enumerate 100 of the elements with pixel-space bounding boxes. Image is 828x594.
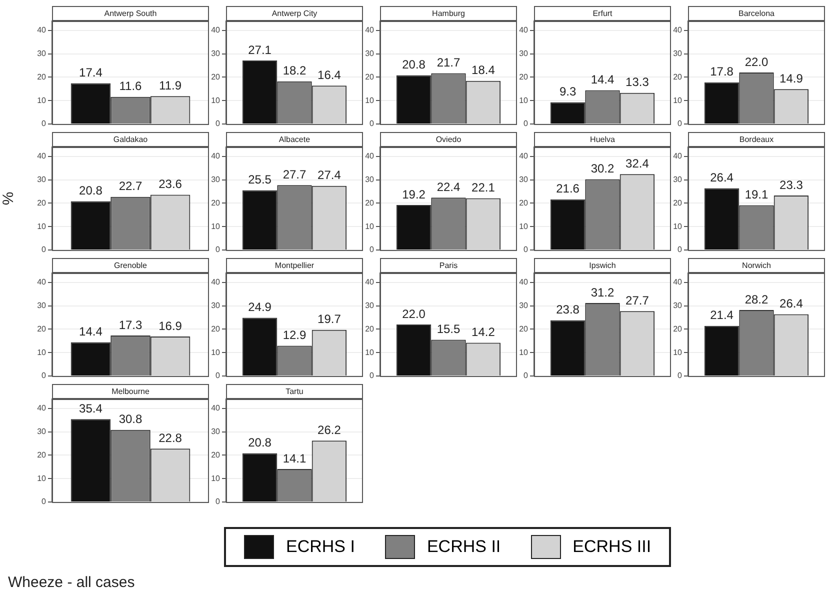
data-label: 11.6	[119, 79, 142, 94]
data-label: 11.9	[159, 78, 182, 92]
y-tick-label: 30	[673, 48, 683, 58]
y-tick-label: 10	[211, 222, 221, 231]
y-tick-label: 20	[673, 198, 683, 208]
y-tick-label: 40	[365, 26, 375, 35]
data-label: 35.4	[79, 401, 103, 416]
y-tick-label: 0	[216, 371, 221, 380]
data-label: 21.4	[710, 308, 734, 322]
y-tick-label: 40	[673, 278, 683, 287]
y-tick-label: 0	[42, 497, 47, 506]
data-label: 21.6	[556, 182, 580, 196]
chart-title: Oviedo	[380, 132, 517, 147]
data-label: 20.8	[402, 58, 426, 72]
y-tick-label: 20	[37, 324, 47, 334]
y-tick-label: 0	[678, 119, 683, 128]
y-tick-label: 10	[211, 96, 221, 105]
y-tick-label: 0	[524, 245, 529, 254]
legend-label: ECRHS III	[572, 537, 652, 557]
y-tick-label: 40	[211, 404, 221, 413]
data-label: 26.4	[780, 296, 804, 311]
y-tick-label: 30	[365, 174, 375, 184]
y-tick-label: 10	[37, 474, 47, 483]
data-label: 22.1	[472, 180, 496, 195]
data-label: 18.2	[282, 64, 306, 78]
data-label: 32.4	[626, 156, 650, 170]
y-tick-label: 30	[211, 426, 221, 436]
y-tick-label: 40	[211, 152, 221, 161]
chart-title: Barcelona	[688, 6, 825, 21]
y-tick-label: 0	[216, 497, 221, 506]
y-tick-label: 0	[524, 371, 529, 380]
y-tick-label: 20	[519, 324, 529, 334]
chart-title: Hamburg	[380, 6, 517, 21]
data-label: 20.8	[248, 436, 272, 450]
data-label: 23.6	[158, 177, 182, 192]
data-label: 24.9	[248, 300, 272, 314]
y-tick-label: 10	[519, 96, 529, 105]
data-label: 19.1	[744, 188, 768, 202]
y-tick-label: 0	[370, 371, 375, 380]
data-label: 17.4	[79, 66, 103, 80]
data-label: 15.5	[436, 322, 460, 336]
y-tick-label: 30	[211, 300, 221, 310]
data-label: 17.3	[118, 318, 142, 332]
y-tick-label: 10	[519, 348, 529, 357]
data-label: 22.0	[744, 54, 768, 69]
data-label: 27.1	[248, 42, 272, 57]
chart-title: Montpellier	[226, 258, 363, 273]
y-tick-label: 20	[37, 72, 47, 82]
chart-title: Tartu	[226, 384, 363, 399]
data-label: 27.7	[626, 293, 650, 308]
y-tick-label: 10	[365, 96, 375, 105]
y-tick-label: 10	[365, 222, 375, 231]
data-label: 26.2	[318, 422, 342, 437]
y-tick-label: 20	[37, 450, 47, 460]
y-tick-label: 0	[42, 371, 47, 380]
y-tick-label: 0	[42, 245, 47, 254]
y-axis-title: %	[0, 192, 18, 206]
y-tick-label: 20	[365, 198, 375, 208]
y-tick-label: 30	[37, 300, 47, 310]
chart-title: Norwich	[688, 258, 825, 273]
data-label: 18.4	[472, 63, 496, 78]
y-tick-label: 30	[519, 300, 529, 310]
data-label: 30.2	[590, 162, 614, 176]
y-tick-label: 0	[678, 371, 683, 380]
data-label: 23.8	[556, 302, 580, 317]
y-tick-label: 10	[673, 222, 683, 231]
y-tick-label: 30	[519, 48, 529, 58]
y-tick-label: 20	[211, 198, 221, 208]
y-tick-label: 30	[37, 174, 47, 184]
y-tick-label: 10	[365, 348, 375, 357]
y-tick-label: 40	[365, 152, 375, 161]
chart-title: Paris	[380, 258, 517, 273]
y-tick-label: 40	[211, 26, 221, 35]
y-tick-label: 20	[211, 450, 221, 460]
y-tick-label: 20	[365, 324, 375, 334]
y-tick-label: 40	[37, 404, 47, 413]
data-label: 12.9	[282, 328, 306, 342]
data-label: 31.2	[590, 285, 614, 300]
data-label: 22.4	[436, 180, 460, 194]
y-tick-label: 10	[673, 96, 683, 105]
data-label: 27.4	[318, 168, 342, 182]
y-tick-label: 30	[365, 48, 375, 58]
legend-label: ECRHS I	[286, 537, 355, 557]
data-label: 14.2	[472, 325, 496, 340]
data-label: 27.7	[282, 167, 306, 182]
y-tick-label: 10	[211, 348, 221, 357]
y-tick-label: 10	[519, 222, 529, 231]
data-label: 19.7	[318, 312, 342, 326]
data-label: 9.3	[559, 84, 576, 99]
y-tick-label: 30	[673, 174, 683, 184]
data-label: 17.8	[710, 64, 734, 79]
y-tick-label: 30	[519, 174, 529, 184]
y-tick-label: 40	[37, 278, 47, 287]
data-label: 13.3	[626, 75, 650, 90]
y-tick-label: 40	[37, 152, 47, 161]
y-tick-label: 10	[673, 348, 683, 357]
y-tick-label: 30	[211, 174, 221, 184]
y-tick-label: 30	[37, 48, 47, 58]
y-tick-label: 40	[519, 152, 529, 161]
y-tick-label: 20	[365, 72, 375, 82]
